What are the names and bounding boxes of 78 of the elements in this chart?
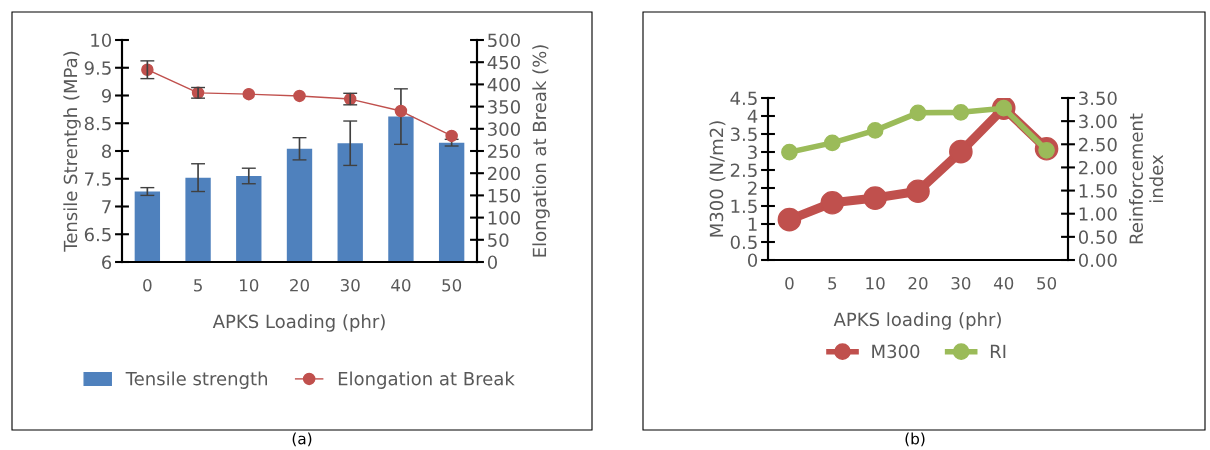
point <box>777 207 802 232</box>
y-tick-label: 6.5 <box>84 227 111 242</box>
y-tick-label: 3 <box>748 145 757 160</box>
y-tick-label: 4.5 <box>730 91 757 106</box>
y-tick-label: 8 <box>102 144 112 159</box>
y2-tick-label: 350 <box>488 100 520 114</box>
x-tick-label: 5 <box>194 279 202 292</box>
x-tick-label: 0 <box>143 278 152 292</box>
x-tick-label: 50 <box>442 278 462 292</box>
y-axis-title: Tensile Strentgh (MPa) <box>63 51 81 252</box>
y2-tick-label: 150 <box>488 188 520 203</box>
x-tick-label: 10 <box>866 276 885 290</box>
y2-tick-label: 2.50 <box>1079 137 1117 152</box>
point <box>394 104 408 118</box>
y-tick-label: 6 <box>102 255 112 270</box>
point <box>820 190 845 215</box>
y-tick-label: 2 <box>748 181 757 195</box>
point <box>949 139 973 164</box>
text: (a) <box>292 432 312 447</box>
x-tick-label: 30 <box>340 278 360 292</box>
y2-tick-label: 2.00 <box>1079 160 1117 175</box>
y2-tick-label: 3.50 <box>1079 91 1117 106</box>
y-tick-label: 7 <box>102 200 111 214</box>
y2-tick-label: 200 <box>488 166 520 181</box>
legend-label: Elongation at Break <box>338 371 515 389</box>
point <box>863 186 887 210</box>
y2-axis-title: Reinforcement index <box>1129 113 1164 244</box>
x-tick-label: 5 <box>828 277 837 290</box>
point <box>293 89 306 103</box>
y-tick-label: 9 <box>101 88 112 103</box>
point <box>781 143 798 161</box>
y2-tick-label: 0.50 <box>1078 230 1117 244</box>
y2-tick-label: 500 <box>488 33 520 48</box>
y-tick-label: 3.5 <box>730 127 757 142</box>
y2-tick-label: 300 <box>488 122 520 136</box>
y-tick-label: 1 <box>748 217 757 231</box>
point <box>866 122 884 139</box>
y-axis-title: M300 (N/m2) <box>709 121 726 237</box>
y-tick-label: 7.5 <box>85 172 111 186</box>
y-tick-label: 8.5 <box>84 116 111 131</box>
point <box>952 104 970 121</box>
y-tick-label: 4 <box>747 109 758 123</box>
y2-axis-title: Elongation at Break (%) <box>532 45 550 257</box>
x-tick-label: 30 <box>951 276 971 290</box>
y2-tick-label: 250 <box>488 144 520 159</box>
y-tick-label: 10 <box>91 33 112 48</box>
y-tick-label: 0.5 <box>730 235 757 250</box>
y2-tick-label: 0.00 <box>1078 253 1117 268</box>
point <box>909 104 927 122</box>
x-tick-label: 20 <box>908 276 928 290</box>
x-axis-title: APKS Loading (phr) <box>212 314 385 332</box>
point <box>906 179 930 204</box>
point <box>445 129 458 143</box>
y2-tick-label: 3.00 <box>1079 114 1117 129</box>
x-tick-label: 40 <box>391 278 411 292</box>
y2-tick-label: 1.00 <box>1079 207 1117 221</box>
y2-tick-label: 400 <box>487 77 520 92</box>
y-tick-label: 0 <box>747 253 758 268</box>
y2-tick-label: 50 <box>488 233 509 247</box>
y-tick-label: 1.5 <box>731 199 757 214</box>
legend-label: M300 <box>872 344 920 359</box>
y-tick-label: 9.5 <box>84 61 111 75</box>
y2-tick-label: 1.50 <box>1079 184 1117 198</box>
y-tick-label: 2.5 <box>730 163 757 178</box>
y2-tick-label: 100 <box>488 211 520 225</box>
text: (b) <box>905 432 925 447</box>
x-tick-label: 40 <box>993 276 1014 290</box>
legend-label: Tensile strength <box>125 371 268 389</box>
x-axis-title: APKS loading (phr) <box>833 312 1001 330</box>
x-tick-label: 10 <box>240 278 259 292</box>
x-tick-label: 0 <box>785 276 794 290</box>
y2-tick-label: 0 <box>487 255 498 270</box>
y2-tick-label: 450 <box>487 55 520 70</box>
x-tick-label: 20 <box>290 278 309 292</box>
point <box>242 87 256 101</box>
x-tick-label: 50 <box>1037 276 1057 290</box>
point <box>823 134 841 152</box>
legend-label: RI <box>990 344 1006 359</box>
